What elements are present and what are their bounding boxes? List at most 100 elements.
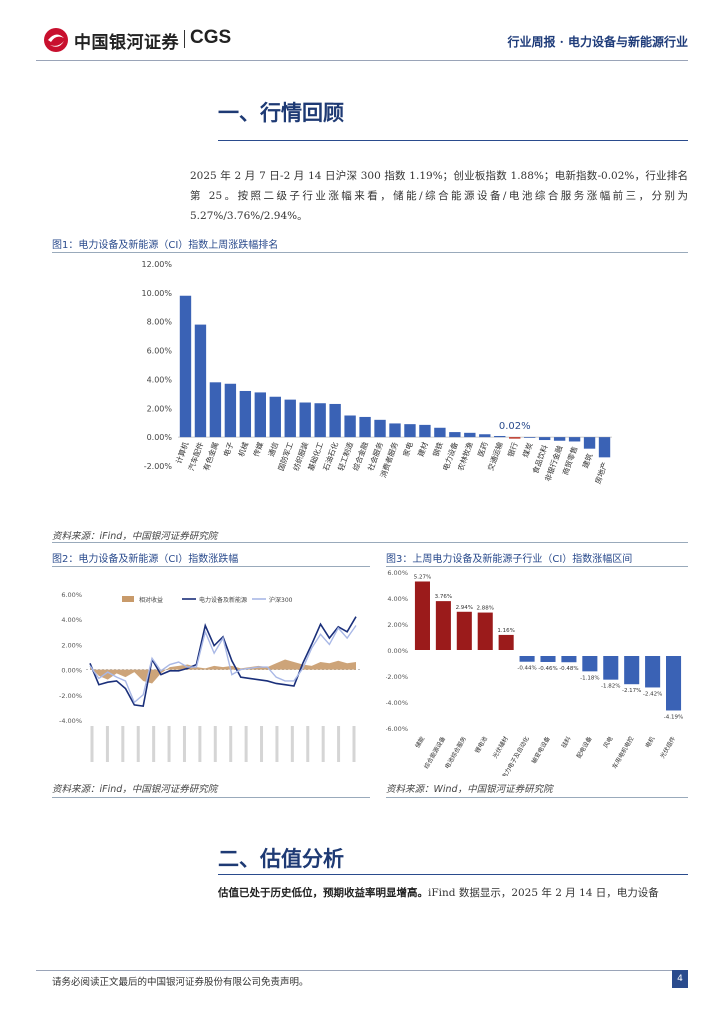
bar: [524, 437, 536, 438]
x-tick-label: [321, 726, 325, 762]
x-tick-label: [121, 726, 125, 762]
x-tick-label: [229, 726, 233, 762]
bar: [464, 432, 476, 438]
section-2-lead-sentence: 估值已处于历史低位，预期收益率明显增高。: [218, 887, 428, 899]
x-tick-label: [260, 726, 264, 762]
y-tick-label: 6.00%: [147, 347, 173, 356]
x-tick-label: [275, 726, 279, 762]
section-2-underline: [218, 874, 688, 875]
bar: [209, 382, 222, 438]
data-label: 2.94%: [456, 605, 473, 611]
bar: [645, 656, 661, 688]
x-tick-label: 通信: [266, 440, 281, 458]
x-tick-label: [152, 726, 156, 762]
x-tick-label: 传媒: [251, 440, 266, 458]
y-tick-label: -6.00%: [386, 725, 408, 733]
cgs-logo-icon: [44, 28, 68, 52]
figure-3-divider: [386, 797, 688, 798]
bar: [624, 656, 640, 685]
bar: [477, 612, 493, 650]
figure-1-caption: 图1：电力设备及新能源（CI）指数上周涨跌幅排名: [52, 240, 279, 251]
x-tick-label: [290, 726, 294, 762]
data-label: -2.17%: [622, 688, 641, 694]
bar: [414, 581, 430, 650]
footer-divider: [36, 970, 688, 971]
figure-3-caption: 图3：上周电力设备及新能源子行业（CI）指数涨幅区间: [386, 554, 633, 565]
bar: [449, 432, 461, 438]
x-tick-label: 机械: [236, 440, 251, 458]
legend-swatch: [122, 596, 134, 602]
legend-label: 沪深300: [269, 596, 293, 604]
bar: [498, 634, 514, 650]
bar: [568, 437, 581, 442]
x-tick-label: 综合能源设备: [422, 735, 447, 770]
x-tick-label: 建材: [415, 440, 430, 458]
bar: [538, 437, 551, 441]
bar: [435, 601, 451, 650]
x-tick-label: 配电设备: [575, 735, 594, 760]
x-tick-label: [244, 726, 248, 762]
y-tick-label: 2.00%: [147, 404, 173, 413]
section-2-paragraph: 估值已处于历史低位，预期收益率明显增高。iFind 数据显示，2025 年 2 …: [218, 884, 688, 902]
bar: [456, 611, 472, 650]
x-tick-label: [105, 726, 109, 762]
bar: [582, 656, 598, 672]
bar: [666, 656, 682, 711]
figure-2-divider: [52, 797, 370, 798]
bar: [269, 396, 281, 438]
data-label: -2.42%: [643, 691, 662, 697]
figure-2-line-chart: 6.00% 4.00% 2.00% 0.00% -2.00% -4.00% 相对收益 电力设备…: [59, 591, 360, 762]
figure-1-caption-divider: [52, 252, 688, 253]
series-area-relative-return: [90, 659, 356, 684]
y-tick-label: 2.00%: [387, 621, 408, 629]
section-2-title: 二、估值分析: [218, 846, 344, 871]
figure-3-source: 资料来源：Wind，中国银河证券研究院: [386, 784, 553, 795]
data-label: -1.82%: [601, 684, 620, 690]
series-line: [89, 625, 357, 704]
data-label: -0.48%: [559, 666, 578, 672]
bar: [603, 656, 619, 680]
y-tick-label: 4.00%: [61, 616, 82, 624]
data-label: -4.19%: [664, 714, 683, 720]
x-tick-label: 家电: [400, 440, 415, 458]
figure-2-caption-divider: [52, 566, 370, 567]
x-tick-label: [90, 726, 94, 762]
figure-1-source: 资料来源：iFind，中国银河证券研究院: [52, 531, 218, 542]
section-1-paragraph: 2025 年 2 月 7 日-2 月 14 日沪深 300 指数 1.19%；创…: [190, 170, 688, 222]
section-1-underline: [218, 140, 688, 141]
x-tick-label: 风电: [602, 735, 615, 749]
y-tick-label: -2.00%: [59, 692, 82, 700]
bar: [494, 435, 506, 438]
bar: [329, 403, 341, 438]
x-tick-label: [213, 726, 217, 762]
figure-2-source: 资料来源：iFind，中国银河证券研究院: [52, 784, 218, 795]
bar: [553, 437, 566, 441]
highlight-data-label: 0.02%: [499, 421, 531, 432]
x-tick-label: 计算机: [173, 440, 190, 465]
y-tick-label: 4.00%: [387, 595, 408, 603]
data-label: 3.76%: [435, 594, 452, 600]
x-tick-label: [337, 726, 341, 762]
x-tick-label: 钢铁: [430, 440, 445, 458]
figure-1-divider: [52, 542, 688, 543]
y-tick-label: -4.00%: [386, 699, 408, 707]
y-tick-label: 6.00%: [387, 569, 408, 577]
bar: [583, 437, 596, 449]
data-label: 5.27%: [414, 574, 431, 580]
x-tick-label: 车用电机电控: [610, 735, 635, 770]
data-label: 2.88%: [476, 606, 493, 612]
figure-2-caption: 图2：电力设备及新能源（CI）指数涨跌幅: [52, 554, 239, 565]
bar: [509, 437, 521, 439]
bar: [239, 390, 252, 438]
bar: [359, 416, 371, 438]
bar: [179, 295, 192, 438]
footer-disclaimer: 请务必阅读正文最后的中国银河证券股份有限公司免责声明。: [52, 977, 309, 988]
bar: [540, 656, 556, 662]
figure-1-bar-chart: 12.00% 10.00% 8.00% 6.00% 4.00% 2.00% 0.00% -2.…: [141, 260, 612, 485]
x-tick-label: 电子: [221, 440, 236, 458]
x-tick-label: [306, 726, 310, 762]
x-tick-label: [182, 726, 186, 762]
logo-english-name: CGS: [190, 27, 232, 48]
section-1-title: 一、行情回顾: [218, 100, 344, 125]
x-tick-label: 银行: [505, 440, 520, 458]
